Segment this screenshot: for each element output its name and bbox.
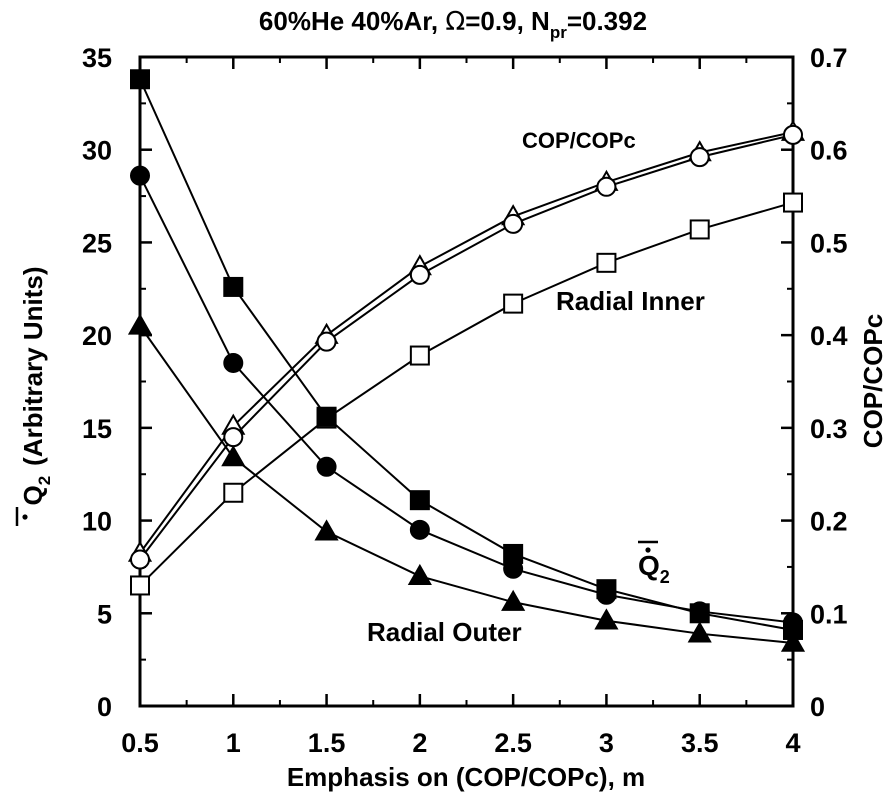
svg-text:Q2: Q2 (638, 550, 670, 587)
data-point (780, 630, 806, 652)
data-point (409, 490, 430, 511)
data-point (316, 331, 337, 352)
y-right-tick-label: 0.7 (810, 43, 848, 73)
y-left-sub: 2 (35, 476, 54, 485)
y-axis-label-right: COP/COPc (858, 314, 888, 448)
series-line (139, 201, 794, 587)
data-point (316, 456, 337, 477)
data-point (596, 584, 617, 605)
data-point (596, 176, 617, 197)
y-left-tick-label: 10 (82, 507, 112, 537)
annotation-cop: COP/COPc (522, 128, 636, 153)
y-left-tick-label: 0 (97, 692, 112, 722)
y-right-tick-label: 0.3 (810, 414, 848, 444)
data-point (503, 213, 524, 234)
x-axis-label: Emphasis on (COP/COPc), m (287, 762, 645, 792)
y-left-tick-label: 20 (82, 321, 112, 351)
annotation-q2-main: Q (638, 550, 660, 581)
y-right-tick-label: 0.1 (810, 599, 848, 629)
tick-labels: 0.5 1 1.5 2 2.5 3 3.5 40510152025303500.10.20.3… (82, 43, 848, 758)
x-tick-label: 1 (226, 728, 241, 758)
x-tick-label: 3 (599, 728, 614, 758)
y-right-tick-label: 0.5 (810, 228, 848, 258)
data-point (409, 345, 430, 366)
data-point (594, 608, 619, 630)
y-right-tick-label: 0.6 (810, 136, 848, 166)
annotation-q2: Q2 (638, 540, 670, 587)
data-point (783, 124, 803, 145)
series-filled-circle (130, 165, 803, 633)
data-point (316, 406, 337, 427)
data-point (501, 589, 526, 611)
y-right-tick-label: 0 (810, 692, 825, 722)
x-tick-label: 1.5 (308, 728, 346, 758)
data-point (783, 192, 803, 213)
data-point (409, 519, 430, 540)
data-point (687, 621, 712, 643)
data-point (689, 147, 710, 168)
x-tick-label: 2 (412, 728, 427, 758)
data-point (407, 563, 432, 585)
ticks (138, 55, 795, 708)
data-point (223, 427, 244, 448)
data-point (223, 352, 244, 373)
title-part-1: 60%He 40%Ar, (259, 6, 445, 36)
annotation-q2-sub: 2 (660, 567, 670, 587)
series-filled-triangle (127, 313, 806, 652)
y-left-q: Q (18, 485, 48, 505)
data-point (503, 558, 524, 579)
y-left-tick-label: 30 (82, 136, 112, 166)
y-axis-label-left: Q2 (Arbitrary Units) (18, 266, 54, 505)
data-point (130, 69, 150, 90)
y-left-dot (22, 514, 28, 520)
data-point (223, 482, 244, 503)
series-line (139, 133, 794, 561)
data-point (783, 612, 803, 633)
annotation-radial-outer: Radial Outer (367, 617, 522, 647)
y-right-tick-label: 0.2 (810, 507, 848, 537)
data-point (130, 165, 150, 186)
series-open-square (130, 192, 803, 596)
data-point (409, 264, 430, 285)
y-left-tick-label: 15 (82, 414, 112, 444)
title-subscript: pr (550, 23, 567, 42)
svg-text:Q2(Arbitrary Units): Q2 (Arbitrary Units) (18, 266, 54, 505)
data-point (314, 519, 339, 541)
annotation-q2-dot (645, 547, 651, 553)
data-point (689, 219, 710, 240)
data-point (689, 601, 710, 622)
y-left-units: (Arbitrary Units) (18, 266, 48, 465)
series-line (139, 131, 794, 554)
y-right-tick-label: 0.4 (810, 321, 848, 351)
data-point (127, 313, 153, 335)
y-left-tick-label: 35 (82, 43, 112, 73)
title-part-3: =0.392 (567, 6, 647, 36)
x-tick-label: 4 (785, 728, 800, 758)
chart-title: 60%He 40%Ar, Ω=0.9, Npr=0.392 (259, 6, 647, 42)
x-tick-label: 0.5 (121, 728, 159, 758)
y-left-tick-label: 25 (82, 228, 112, 258)
data-point (130, 549, 150, 570)
title-omega: Ω (445, 7, 465, 37)
data-point (221, 445, 246, 467)
series-line (139, 175, 794, 624)
y-left-tick-label: 5 (97, 599, 112, 629)
series-line (139, 325, 794, 644)
x-tick-label: 2.5 (494, 728, 532, 758)
x-tick-label: 3.5 (681, 728, 719, 758)
data-point (130, 575, 150, 596)
data-point (503, 293, 524, 314)
data-point (596, 252, 617, 273)
data-point (223, 276, 244, 297)
annotation-radial-inner: Radial Inner (556, 286, 705, 316)
series-layer (127, 69, 806, 652)
title-part-2: =0.9, N (465, 6, 550, 36)
